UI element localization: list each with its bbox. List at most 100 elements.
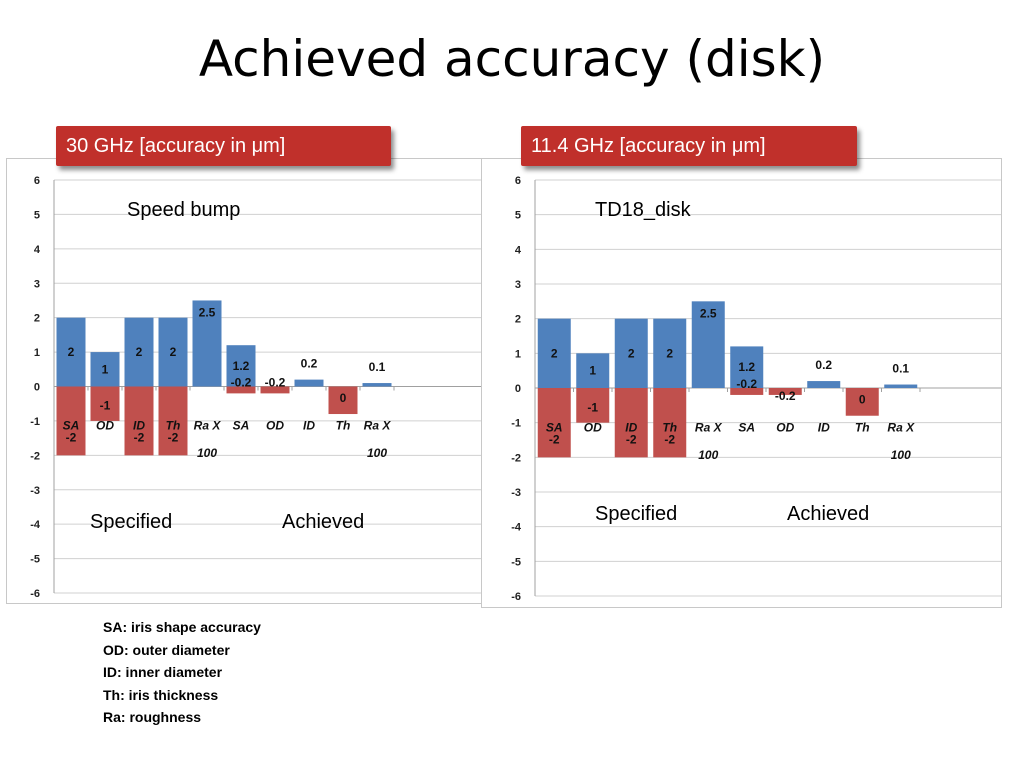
y-tick-label: -1 xyxy=(511,418,521,430)
bar-negative xyxy=(845,388,879,416)
data-label: 2 xyxy=(551,346,558,360)
y-tick-label: 6 xyxy=(515,175,521,187)
data-label: 2 xyxy=(666,346,673,360)
data-label: -1 xyxy=(587,400,598,414)
y-tick-label: 4 xyxy=(515,244,522,256)
y-tick-label: -1 xyxy=(30,416,40,428)
bar-negative xyxy=(56,386,86,456)
bar-negative xyxy=(614,388,648,458)
data-label: -1 xyxy=(100,399,111,413)
bar-negative xyxy=(260,386,290,394)
bar-chart-30ghz: 6543210-1-2-3-4-5-62-2SA1-1OD2-2ID2-2Th2… xyxy=(30,175,483,600)
y-tick-label: -6 xyxy=(511,591,521,603)
category-label: SA xyxy=(63,419,80,433)
bar-positive xyxy=(192,300,222,387)
y-tick-label: 4 xyxy=(34,244,41,256)
data-label: -0.2 xyxy=(736,377,757,391)
data-label: 1.2 xyxy=(233,359,250,373)
bar-positive xyxy=(614,318,648,388)
category-label: 100 xyxy=(367,446,387,460)
bar-positive xyxy=(807,381,841,388)
group-label-achieved: Achieved xyxy=(787,503,870,525)
data-label: -2 xyxy=(134,431,145,445)
structure-label-speed-bump: Speed bump xyxy=(127,199,241,221)
y-tick-label: -5 xyxy=(30,554,40,566)
data-label: 2 xyxy=(170,345,177,359)
data-label: 2 xyxy=(68,345,75,359)
data-label: -2 xyxy=(664,432,675,446)
legend-item: SA: iris shape accuracy xyxy=(103,619,261,635)
y-tick-label: 2 xyxy=(515,314,521,326)
category-label: Th xyxy=(855,420,870,434)
bar-negative xyxy=(576,388,610,423)
category-label: Th xyxy=(662,420,677,434)
bar-positive xyxy=(691,301,725,388)
bar-negative xyxy=(730,388,764,395)
y-tick-label: 1 xyxy=(34,347,40,359)
category-label: Th xyxy=(166,419,181,433)
bar-positive xyxy=(884,384,918,388)
bar-negative xyxy=(90,386,120,421)
data-label: -2 xyxy=(549,432,560,446)
y-tick-label: -3 xyxy=(30,485,40,497)
data-label: 1 xyxy=(589,364,596,378)
bar-positive xyxy=(730,346,764,388)
y-tick-label: 2 xyxy=(34,313,40,325)
y-tick-label: -3 xyxy=(511,487,521,499)
data-label: -2 xyxy=(66,431,77,445)
data-label: -0.2 xyxy=(265,376,286,390)
y-tick-label: 0 xyxy=(515,383,521,395)
category-label: OD xyxy=(584,420,602,434)
bar-positive xyxy=(90,352,120,387)
data-label: -0.2 xyxy=(775,389,796,403)
bar-negative xyxy=(537,388,571,458)
bar-negative xyxy=(226,386,256,394)
y-tick-label: -2 xyxy=(30,450,40,462)
group-label-achieved: Achieved xyxy=(282,511,365,533)
category-label: OD xyxy=(96,419,114,433)
legend-item: Th: iris thickness xyxy=(103,686,219,703)
data-label: 2.5 xyxy=(199,305,216,319)
bar-positive xyxy=(124,317,154,387)
legend-item: ID: inner diameter xyxy=(103,664,223,680)
bar-positive xyxy=(537,318,571,388)
bar-positive xyxy=(576,353,610,388)
bar-negative xyxy=(653,388,687,458)
bar-negative xyxy=(158,386,188,456)
bar-negative xyxy=(328,386,358,415)
group-label-specified: Specified xyxy=(90,511,173,533)
group-label-specified: Specified xyxy=(595,503,678,525)
abbreviation-legend: SA: iris shape accuracy OD: outer diamet… xyxy=(103,616,261,729)
category-label: ID xyxy=(625,420,637,434)
data-label: 0.1 xyxy=(892,362,909,376)
y-tick-label: 5 xyxy=(515,210,521,222)
y-tick-label: -5 xyxy=(511,556,521,568)
slide-title: Achieved accuracy (disk) xyxy=(198,30,826,88)
data-label: 1.2 xyxy=(738,360,755,374)
category-label: SA xyxy=(546,420,563,434)
category-label: Ra X xyxy=(887,420,915,434)
category-label: OD xyxy=(776,420,794,434)
data-label: 0.1 xyxy=(369,360,386,374)
y-tick-label: -4 xyxy=(511,522,522,534)
category-label: ID xyxy=(818,420,830,434)
header-badge-30ghz: 30 GHz [accuracy in μm] xyxy=(56,126,391,166)
category-label: Ra X xyxy=(194,419,222,433)
bar-positive xyxy=(56,317,86,387)
bar-positive xyxy=(294,379,324,387)
data-label: 0 xyxy=(340,391,347,405)
y-tick-label: 3 xyxy=(34,278,40,290)
bar-chart-11ghz: 6543210-1-2-3-4-5-62-2SA1-1OD2-2ID2-2Th2… xyxy=(511,175,1001,603)
legend-item: Ra: roughness xyxy=(103,709,202,725)
category-label: 100 xyxy=(698,448,718,462)
chart-panel-30ghz: 6 5 4 3 2 1 0 -1 -2 -3 -4 -5 -6 2 -2 SA 1 -1 OD 2 -2 ID 2 -2 Th 2… xyxy=(6,158,484,604)
data-label: 0.2 xyxy=(815,358,832,372)
data-label: -2 xyxy=(626,432,637,446)
bar-negative xyxy=(124,386,154,456)
category-label: 100 xyxy=(891,448,911,462)
data-label: 2 xyxy=(628,346,635,360)
category-label: Ra X xyxy=(364,419,392,433)
data-label: -2 xyxy=(168,431,179,445)
structure-label-td18-disk: TD18_disk xyxy=(595,199,691,221)
y-tick-label: 1 xyxy=(515,348,521,360)
